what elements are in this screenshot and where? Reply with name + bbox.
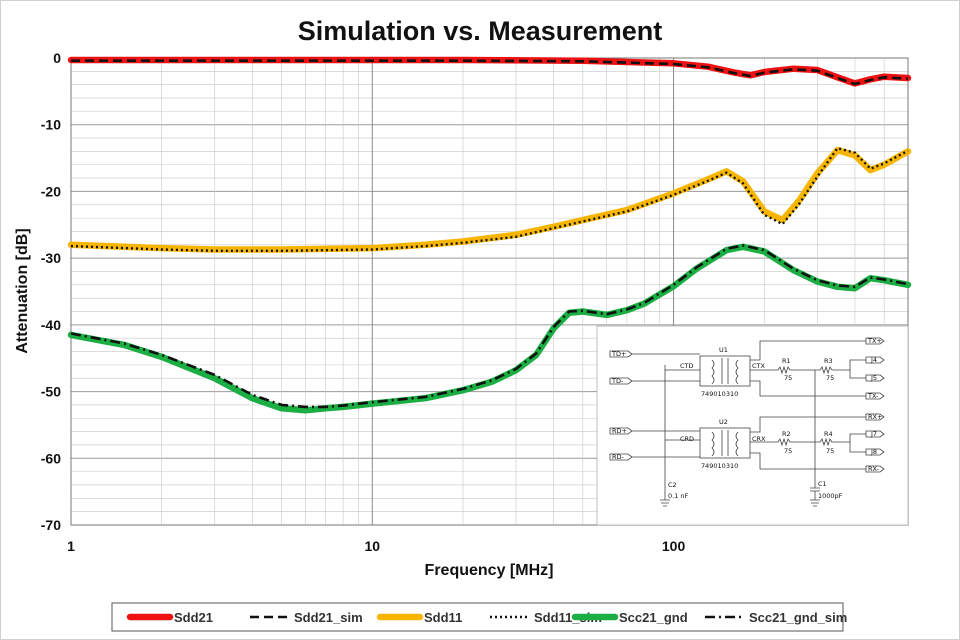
c2-value: 0.1 nF — [668, 492, 689, 500]
right-network: TX+ J4 J5 TX- RX+ J7 J8 RX- R1 75 R3 75 … — [668, 337, 885, 507]
c1-value: 1000pF — [818, 492, 843, 500]
transformer-u2: U2 749010310 CRD CRX — [680, 418, 766, 470]
r1-ref: R1 — [782, 357, 791, 365]
u2-center-tap: CRD — [680, 435, 694, 443]
port-rd-plus: RD+ — [612, 427, 627, 435]
schematic-frame — [596, 325, 909, 526]
legend-label: Sdd21 — [174, 610, 213, 625]
legend-label: Sdd21_sim — [294, 610, 363, 625]
u2-ref: U2 — [719, 418, 728, 426]
port-j7: J7 — [870, 430, 877, 438]
x-axis-ticks: 1 10 100 — [67, 538, 685, 554]
port-tx-plus: TX+ — [867, 337, 882, 345]
series-line-sdd11-sim — [70, 146, 909, 253]
series-layer — [67, 56, 912, 414]
y-tick-label: -30 — [41, 250, 61, 266]
legend-label: Scc21_gnd_sim — [749, 610, 847, 625]
r3-value: 75 — [826, 374, 834, 382]
x-axis-title: Frequency [MHz] — [425, 562, 554, 579]
u1-ref: U1 — [719, 346, 728, 354]
y-tick-label: -40 — [41, 317, 61, 333]
r1-value: 75 — [784, 374, 792, 382]
r4-ref: R4 — [824, 430, 833, 438]
r4-value: 75 — [826, 447, 834, 455]
x-tick-label: 100 — [662, 538, 686, 554]
r2-value: 75 — [784, 447, 792, 455]
legend-label: Scc21_gnd — [619, 610, 688, 625]
port-rd-minus: RD- — [612, 453, 625, 461]
y-tick-label: -60 — [41, 450, 61, 466]
u2-part: 749010310 — [701, 462, 738, 470]
u1-part: 749010310 — [701, 390, 738, 398]
c1-ref: C1 — [818, 480, 827, 488]
u1-ct-right: CTX — [752, 362, 766, 370]
y-tick-label: -70 — [41, 517, 61, 533]
x-tick-label: 10 — [364, 538, 380, 554]
left-ports: TD+ TD- RD+ RD- — [609, 350, 700, 507]
port-rx-plus: RX+ — [868, 413, 882, 421]
series-line-scc21-gnd-sim — [70, 244, 909, 409]
y-tick-label: -50 — [41, 384, 61, 400]
port-rx-minus: RX- — [868, 465, 880, 473]
schematic-inset: U1 749010310 CTD CTX U2 749010310 CRD CR… — [596, 325, 909, 526]
chart-title: Simulation vs. Measurement — [298, 16, 663, 46]
y-axis-title: Attenuation [dB] — [14, 228, 31, 353]
u2-ct-right: CRX — [752, 435, 766, 443]
port-td-plus: TD+ — [611, 350, 626, 358]
y-axis-ticks: 0 -10 -20 -30 -40 -50 -60 -70 — [41, 50, 61, 533]
r3-ref: R3 — [824, 357, 833, 365]
y-tick-label: 0 — [53, 50, 61, 66]
series-line-sdd21-sim — [71, 59, 909, 86]
series-line-sdd11 — [67, 146, 912, 253]
port-tx-minus: TX- — [867, 392, 879, 400]
r2-ref: R2 — [782, 430, 791, 438]
y-tick-label: -10 — [41, 117, 61, 133]
c2-ref: C2 — [668, 481, 677, 489]
port-td-minus: TD- — [611, 377, 624, 385]
u1-center-tap: CTD — [680, 362, 694, 370]
y-tick-label: -20 — [41, 183, 61, 199]
legend: Sdd21 Sdd21_sim Sdd11 Sdd11_sim Scc21_gnd Scc… — [126, 610, 847, 625]
port-j8: J8 — [870, 448, 877, 456]
port-j4: J4 — [870, 356, 877, 364]
legend-label: Sdd11 — [424, 610, 462, 625]
x-tick-label: 1 — [67, 538, 75, 554]
port-j5: J5 — [870, 374, 877, 382]
transformer-u1: U1 749010310 CTD CTX — [680, 346, 766, 398]
legend-box — [111, 602, 844, 632]
